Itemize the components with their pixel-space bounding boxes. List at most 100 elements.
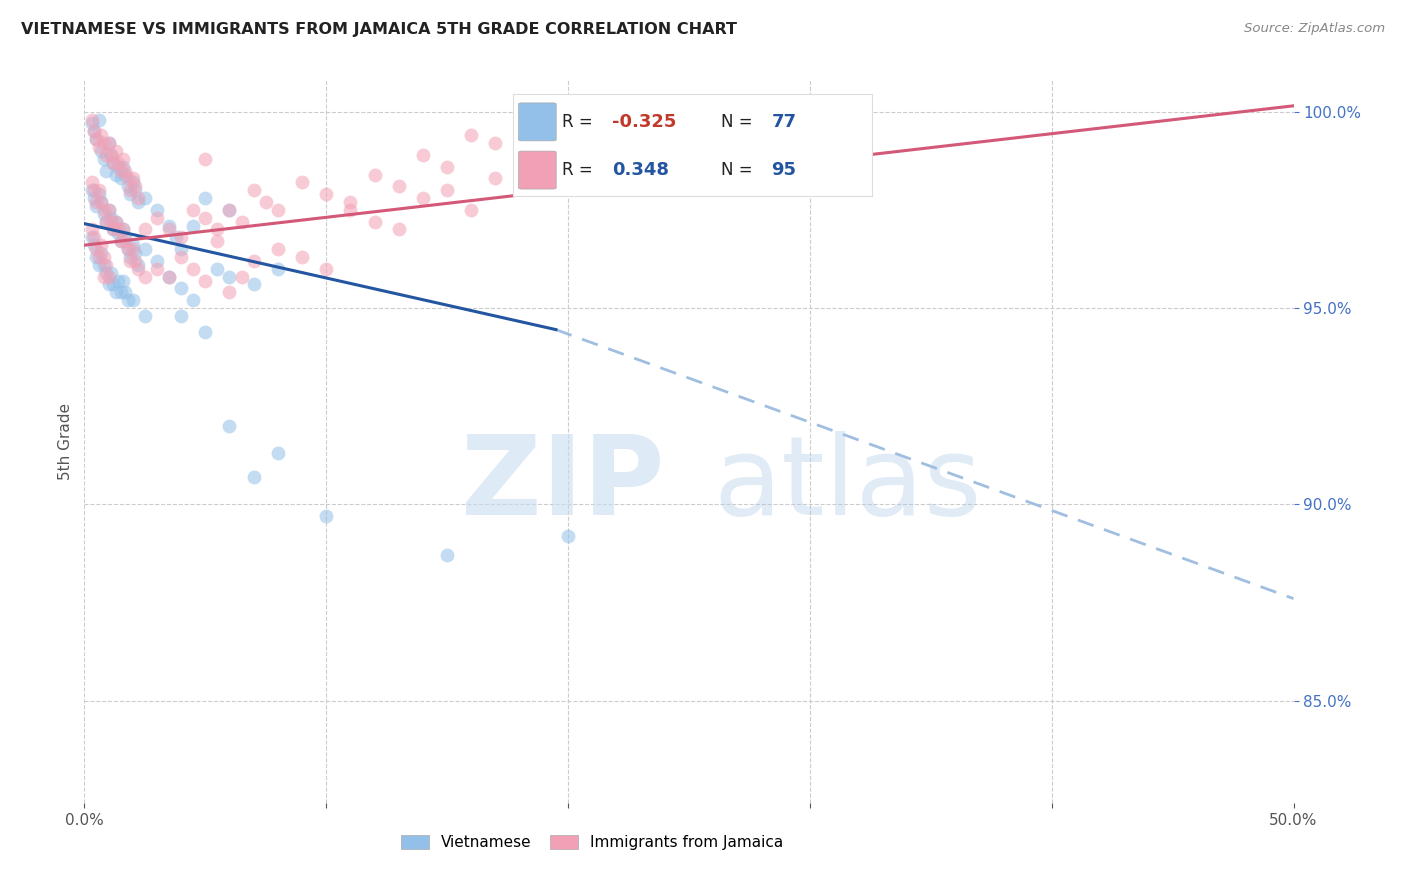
Point [157,269,180,284]
Point [104,285,127,300]
Text: 77: 77 [772,113,796,131]
Point [117,242,139,256]
Point [509,109,531,123]
Point [103,222,125,236]
Point [94,163,117,178]
Point [100,266,122,280]
Point [90,194,112,209]
Point [86,132,108,146]
Point [315,187,337,202]
Point [207,234,229,248]
Point [103,155,125,169]
Point [207,261,229,276]
Point [86,199,108,213]
Point [117,242,139,256]
Point [80,175,103,189]
Point [87,112,110,127]
Point [93,269,115,284]
Point [86,250,108,264]
Text: R =: R = [561,113,598,131]
Point [100,211,122,225]
Point [120,250,142,264]
Point [97,202,120,217]
Point [86,194,108,209]
Point [157,269,180,284]
FancyBboxPatch shape [519,103,557,141]
Point [194,325,217,339]
Point [231,269,253,284]
Point [388,222,411,236]
Point [218,202,240,217]
Point [363,168,385,182]
Point [127,258,149,272]
Point [436,160,458,174]
Point [315,509,337,524]
Point [194,152,217,166]
Point [114,230,136,244]
Point [83,124,105,138]
Point [436,183,458,197]
Point [80,116,103,130]
Point [170,250,193,264]
Point [388,179,411,194]
Point [121,238,143,252]
Point [110,285,132,300]
Point [80,183,103,197]
Point [218,285,240,300]
Point [484,171,506,186]
Point [83,230,105,244]
Point [100,214,122,228]
Point [134,222,156,236]
Point [170,242,193,256]
Point [181,202,204,217]
Point [121,242,143,256]
Point [107,274,129,288]
Point [80,112,103,127]
Y-axis label: 5th Grade: 5th Grade [58,403,73,480]
Point [170,230,193,244]
Point [114,168,136,182]
Point [194,211,217,225]
Point [134,242,156,256]
Point [242,254,264,268]
Text: N =: N = [721,113,758,131]
Point [124,254,146,268]
Point [114,234,136,248]
Point [267,446,290,460]
Text: R =: R = [561,161,603,179]
Point [231,214,253,228]
Point [110,163,132,178]
Point [242,470,264,484]
Point [157,222,180,236]
Point [97,202,120,217]
Point [170,281,193,295]
Point [124,246,146,260]
Point [121,175,143,189]
Point [460,128,482,143]
Point [83,238,105,252]
Point [93,258,115,272]
Point [93,152,115,166]
Point [194,191,217,205]
Point [146,202,169,217]
Point [104,168,127,182]
Point [87,183,110,197]
Point [90,128,112,143]
Text: ZIP: ZIP [461,432,665,539]
Point [110,171,132,186]
Point [90,144,112,158]
Point [97,136,120,150]
Point [93,207,115,221]
Point [484,136,506,150]
Point [124,183,146,197]
Point [120,254,142,268]
Legend: Vietnamese, Immigrants from Jamaica: Vietnamese, Immigrants from Jamaica [395,830,789,856]
Point [412,148,434,162]
Point [80,230,103,244]
Point [93,250,115,264]
Point [181,293,204,308]
Point [291,250,314,264]
Point [94,214,117,228]
Point [315,261,337,276]
Point [87,250,110,264]
